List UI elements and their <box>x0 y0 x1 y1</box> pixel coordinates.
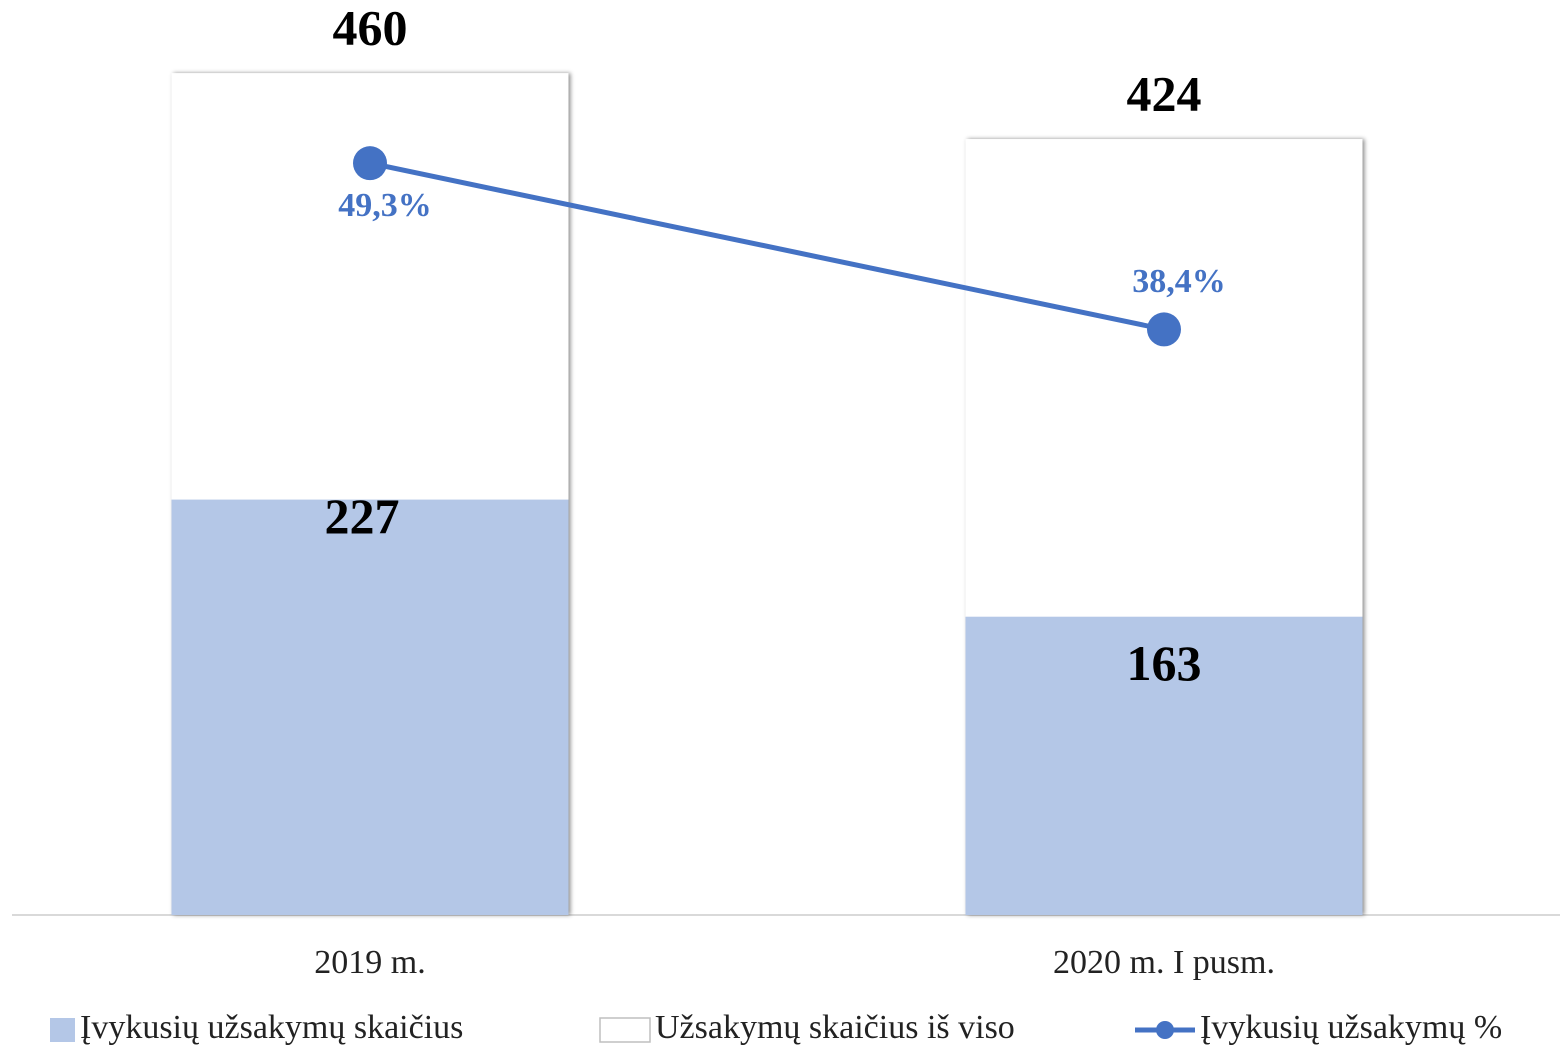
data-label: 460 <box>333 0 408 56</box>
line <box>369 160 1165 332</box>
x-tick-label: 2020 m. I pusm. <box>1053 944 1275 981</box>
data-label: 424 <box>1127 66 1202 122</box>
legend-swatch <box>1156 1021 1174 1039</box>
legend-label: Užsakymų skaičius iš viso <box>655 1009 1015 1046</box>
data-label: 227 <box>325 488 400 544</box>
legend-label: Įvykusių užsakymų skaičius <box>80 1009 463 1046</box>
line-marker <box>353 146 387 181</box>
line-marker <box>1147 312 1181 347</box>
legend-label: Įvykusių užsakymų % <box>1200 1009 1502 1046</box>
legend-swatch <box>599 1017 651 1043</box>
data-label: 38,4% <box>1132 263 1226 300</box>
bar <box>171 499 569 915</box>
data-label: 163 <box>1127 635 1202 691</box>
data-label: 49,3% <box>338 187 432 224</box>
legend-swatch <box>50 1018 75 1042</box>
bar <box>965 616 1363 915</box>
x-tick-label: 2019 m. <box>314 944 425 981</box>
